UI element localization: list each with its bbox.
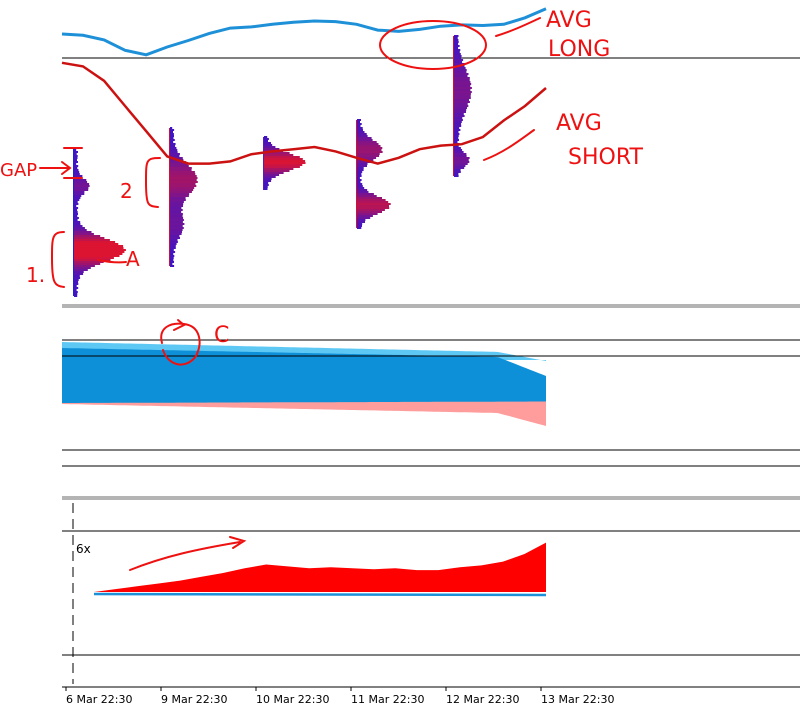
volume-profile xyxy=(73,147,126,297)
panel-separator-1[interactable] xyxy=(62,304,800,308)
x-tick-label: 11 Mar 22:30 xyxy=(351,693,424,706)
pointer-a xyxy=(97,259,127,264)
trend-arrow xyxy=(129,536,247,571)
volume-profiles xyxy=(73,35,472,297)
annotation-2: 2 xyxy=(120,179,133,203)
gap-arrow xyxy=(39,161,72,175)
volume-profile xyxy=(356,119,391,229)
band-blue-area xyxy=(62,348,546,403)
level-label: 6x xyxy=(76,542,91,556)
x-tick-label: 12 Mar 22:30 xyxy=(446,693,519,706)
volume-profile xyxy=(453,35,472,177)
circle-c xyxy=(160,322,201,366)
ratio-panel: 6x xyxy=(62,503,800,684)
annotation-avg-short-line2: SHORT xyxy=(568,145,644,170)
annotation-avg-long-line1: AVG xyxy=(546,8,592,33)
avg-short-pointer xyxy=(483,129,535,161)
avg-long-pointer xyxy=(495,17,541,37)
panel-separator-2[interactable] xyxy=(62,496,800,500)
handwritten-annotations xyxy=(39,17,541,571)
annotation-a: A xyxy=(126,247,140,271)
annotation-avg-long-line2: LONG xyxy=(548,37,610,62)
annotation-1: 1. xyxy=(26,263,45,287)
ratio-area xyxy=(94,542,546,592)
annotation-labels: AVG LONG AVG SHORT GAP 2 1. A C xyxy=(0,8,644,348)
x-tick-label: 13 Mar 22:30 xyxy=(541,693,614,706)
x-tick-label: 9 Mar 22:30 xyxy=(161,693,227,706)
x-tick-label: 6 Mar 22:30 xyxy=(66,693,132,706)
avg-long-line xyxy=(61,7,547,57)
band-pink-area xyxy=(62,398,546,426)
volume-profile xyxy=(169,127,198,267)
ratio-baseline xyxy=(93,592,547,597)
time-axis: 6 Mar 22:30 9 Mar 22:30 10 Mar 22:30 11 … xyxy=(62,686,800,706)
bracket-1 xyxy=(50,231,65,288)
annotation-gap: GAP xyxy=(0,160,37,181)
volume-profile xyxy=(263,136,306,190)
highlight-circle xyxy=(379,20,487,70)
circle-c-arrowhead xyxy=(173,319,186,331)
price-panel xyxy=(61,7,800,297)
x-tick-label: 10 Mar 22:30 xyxy=(256,693,329,706)
bands-panel xyxy=(62,339,800,467)
avg-short-line xyxy=(61,61,547,165)
gap-bracket xyxy=(63,147,83,179)
annotation-c: C xyxy=(214,323,229,348)
bracket-2 xyxy=(144,157,161,208)
annotation-avg-short-line1: AVG xyxy=(556,111,602,136)
